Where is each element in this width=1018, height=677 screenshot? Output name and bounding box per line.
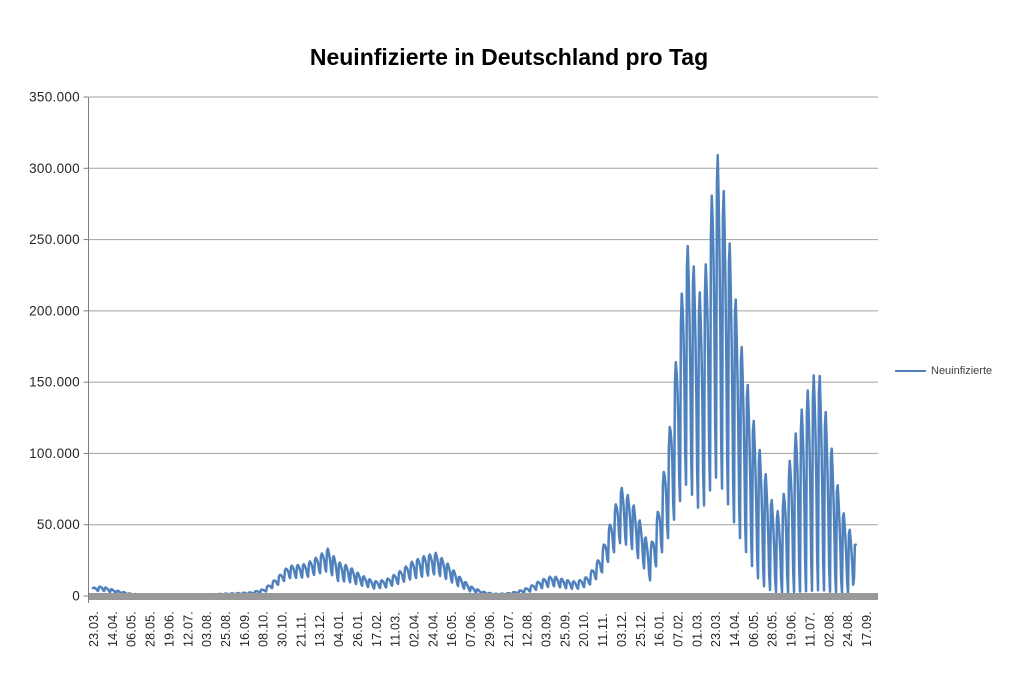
x-axis-baseline	[89, 593, 878, 600]
y-axis-label: 50.000	[37, 517, 80, 532]
x-axis-label: 24.04.	[426, 611, 440, 647]
legend: Neuinfizierte	[895, 362, 992, 380]
x-axis-label: 12.08.	[521, 611, 535, 647]
x-axis-label: 25.09.	[558, 611, 572, 647]
x-axis-label: 02.08.	[822, 611, 836, 647]
chart-title: Neuinfizierte in Deutschland pro Tag	[309, 44, 709, 70]
x-axis-label: 29.06.	[483, 611, 497, 647]
x-axis-label: 23.03.	[87, 611, 101, 647]
x-axis-label: 24.08.	[841, 611, 855, 647]
x-axis-label: 17.02.	[370, 611, 384, 647]
x-axis-label: 21.11.	[294, 612, 308, 647]
x-axis-label: 07.06.	[464, 611, 478, 647]
x-axis-label: 25.08.	[219, 611, 233, 647]
legend-label: Neuinfizierte	[931, 365, 993, 377]
x-axis-label: 28.05.	[144, 611, 158, 647]
y-axis-label: 100.000	[29, 446, 80, 461]
x-axis-label: 25.12.	[634, 611, 648, 647]
y-axis-label: 200.000	[29, 303, 80, 318]
x-axis-label: 16.01.	[653, 611, 667, 647]
x-axis-label: 28.05.	[766, 611, 780, 647]
x-axis-label: 23.03.	[709, 611, 723, 647]
x-axis-label: 16.05.	[445, 611, 459, 647]
x-axis-label: 21.07.	[502, 611, 516, 647]
x-axis-label: 30.10.	[276, 611, 290, 647]
x-axis-label: 14.04.	[106, 611, 120, 647]
x-axis-label: 26.01.	[351, 611, 365, 647]
series-line-neuinfizierte	[91, 153, 857, 597]
x-axis-label: 06.05.	[125, 611, 139, 647]
x-axis-label: 14.04.	[728, 611, 742, 647]
x-axis-label: 11.07.	[803, 612, 817, 647]
x-axis-label: 13.12.	[313, 611, 327, 647]
x-axis-label: 03.08.	[200, 611, 214, 647]
x-axis-label: 03.12.	[615, 611, 629, 647]
y-axis-label: 0	[72, 589, 80, 604]
x-axis-label: 19.06.	[785, 611, 799, 647]
y-axis-label: 250.000	[29, 232, 80, 247]
x-axis-label: 08.10.	[257, 611, 271, 647]
x-axis-label: 11.11.	[596, 613, 610, 647]
legend-line-swatch	[895, 369, 926, 373]
x-axis-label: 16.09.	[238, 611, 252, 647]
x-axis-label: 02.04.	[408, 611, 422, 647]
y-axis-label: 150.000	[29, 375, 80, 390]
y-axis-label: 300.000	[29, 161, 80, 176]
x-axis-label: 06.05.	[747, 611, 761, 647]
x-axis-label: 11.03.	[389, 612, 403, 647]
x-axis-label: 04.01.	[332, 611, 346, 647]
x-axis-label: 19.06.	[162, 611, 176, 647]
x-axis-label: 17.09.	[860, 611, 874, 647]
x-axis-label: 20.10.	[577, 611, 591, 647]
x-axis-label: 03.09.	[539, 611, 553, 647]
x-axis-label: 01.03.	[690, 611, 704, 647]
x-axis-label: 12.07.	[181, 611, 195, 647]
y-axis-label: 350.000	[29, 90, 80, 105]
x-axis-label: 07.02.	[671, 611, 685, 647]
